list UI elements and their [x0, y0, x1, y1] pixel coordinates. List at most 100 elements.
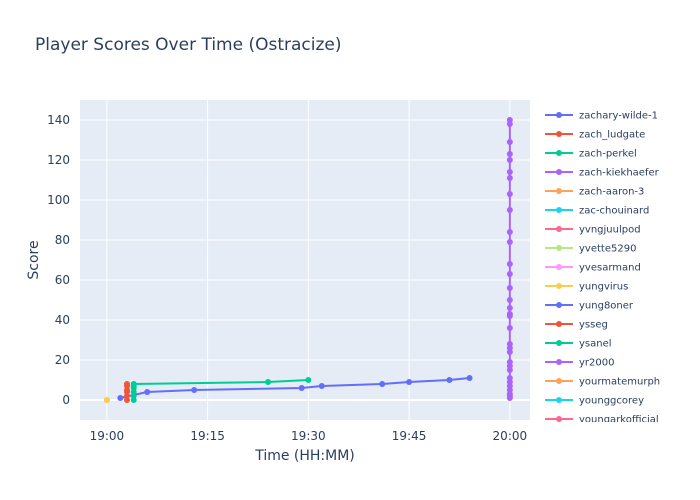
data-point[interactable]: [298, 385, 305, 391]
y-tick-label: 140: [47, 113, 70, 127]
data-point[interactable]: [506, 151, 513, 157]
data-point[interactable]: [265, 379, 272, 385]
y-tick-label: 40: [55, 313, 70, 327]
data-point[interactable]: [506, 207, 513, 213]
y-tick-label: 100: [47, 193, 70, 207]
legend-item[interactable]: ysanel: [545, 339, 612, 350]
data-point[interactable]: [506, 239, 513, 245]
legend-item[interactable]: yungvirus: [545, 282, 628, 293]
legend-marker: [556, 150, 562, 156]
data-point[interactable]: [506, 271, 513, 277]
legend-item[interactable]: yvesarmand: [545, 263, 641, 274]
data-point[interactable]: [506, 297, 513, 303]
legend-label: younggcorey: [579, 396, 644, 407]
data-point[interactable]: [506, 311, 513, 317]
legend-label: yvesarmand: [579, 263, 641, 274]
data-point[interactable]: [318, 383, 325, 389]
y-tick-label: 60: [55, 273, 70, 287]
y-axis-title: Score: [26, 240, 42, 279]
data-point[interactable]: [446, 377, 453, 383]
data-point[interactable]: [506, 139, 513, 145]
series-zachary-wilde-1: [117, 375, 473, 401]
legend-label: yvette5290: [579, 244, 636, 255]
axis-ticks: 0 20 40 60 80 100 120 140 19:00 19:15 19:30 19:45 20…: [47, 113, 527, 443]
data-point[interactable]: [506, 375, 513, 381]
series-yungvirus: [103, 397, 110, 403]
series-layer: [103, 117, 513, 403]
series-yr2000: [506, 117, 513, 401]
data-point[interactable]: [506, 175, 513, 181]
legend-label: zach-kiekhaefer: [579, 168, 660, 179]
data-point[interactable]: [506, 305, 513, 311]
data-point[interactable]: [506, 157, 513, 163]
legend-marker: [556, 112, 562, 118]
data-point[interactable]: [506, 191, 513, 197]
x-tick-label: 19:45: [392, 429, 427, 443]
legend-item[interactable]: zach-perkel: [545, 149, 637, 160]
legend-marker: [556, 207, 562, 213]
legend-marker: [556, 283, 562, 289]
legend-marker: [556, 226, 562, 232]
data-point[interactable]: [506, 359, 513, 365]
legend-item[interactable]: zach-kiekhaefer: [545, 168, 660, 179]
legend-marker: [556, 321, 562, 327]
data-point[interactable]: [506, 169, 513, 175]
legend-marker: [556, 397, 562, 403]
data-point[interactable]: [406, 379, 413, 385]
y-tick-label: 0: [62, 393, 70, 407]
data-point[interactable]: [144, 389, 151, 395]
data-point[interactable]: [117, 395, 124, 401]
legend-item[interactable]: zachary-wilde-1: [545, 111, 658, 122]
y-tick-label: 20: [55, 353, 70, 367]
data-point[interactable]: [506, 285, 513, 291]
legend[interactable]: zachary-wilde-1 zach_ludgate zach-perkel za…: [545, 111, 660, 426]
data-point[interactable]: [191, 387, 198, 393]
legend-item[interactable]: yung8oner: [545, 301, 634, 312]
legend-marker: [556, 302, 562, 308]
legend-label: youngarkofficial: [579, 415, 659, 426]
legend-item[interactable]: youngarkofficial: [545, 415, 659, 426]
plot-area: [80, 100, 530, 420]
y-tick-label: 120: [47, 153, 70, 167]
data-point[interactable]: [506, 325, 513, 331]
data-point[interactable]: [103, 397, 110, 403]
legend-marker: [556, 169, 562, 175]
data-point[interactable]: [506, 341, 513, 347]
data-point[interactable]: [466, 375, 473, 381]
data-point[interactable]: [305, 377, 312, 383]
data-point[interactable]: [130, 381, 137, 387]
series-zach_ludgate: [124, 381, 131, 403]
legend-marker: [556, 264, 562, 270]
legend-label: ysseg: [579, 320, 608, 331]
legend-item[interactable]: yourmatemurph: [545, 377, 660, 388]
x-axis-title: Time (HH:MM): [254, 448, 355, 464]
legend-marker: [556, 340, 562, 346]
data-point[interactable]: [506, 117, 513, 123]
legend-label: ysanel: [579, 339, 612, 350]
data-point[interactable]: [124, 381, 131, 387]
legend-item[interactable]: zach-aaron-3: [545, 187, 644, 198]
data-point[interactable]: [506, 261, 513, 267]
data-point[interactable]: [379, 381, 386, 387]
legend-label: zachary-wilde-1: [579, 111, 658, 122]
x-tick-label: 20:00: [493, 429, 528, 443]
legend-label: zach-perkel: [579, 149, 637, 160]
x-tick-label: 19:00: [90, 429, 125, 443]
legend-marker: [556, 188, 562, 194]
chart-title: Player Scores Over Time (Ostracize): [35, 35, 342, 55]
legend-label: yvngjuulpod: [579, 225, 641, 236]
legend-item[interactable]: ysseg: [545, 320, 608, 331]
legend-label: zach_ludgate: [579, 130, 645, 141]
legend-item[interactable]: zach_ludgate: [545, 130, 645, 141]
legend-item[interactable]: yvette5290: [545, 244, 636, 255]
y-tick-label: 80: [55, 233, 70, 247]
legend-item[interactable]: zac-chouinard: [545, 206, 649, 217]
legend-label: yung8oner: [579, 301, 634, 312]
legend-label: yourmatemurph: [579, 377, 660, 388]
legend-item[interactable]: younggcorey: [545, 396, 644, 407]
legend-item[interactable]: yr2000: [545, 358, 614, 369]
legend-label: zac-chouinard: [579, 206, 649, 217]
legend-item[interactable]: yvngjuulpod: [545, 225, 641, 236]
data-point[interactable]: [506, 229, 513, 235]
